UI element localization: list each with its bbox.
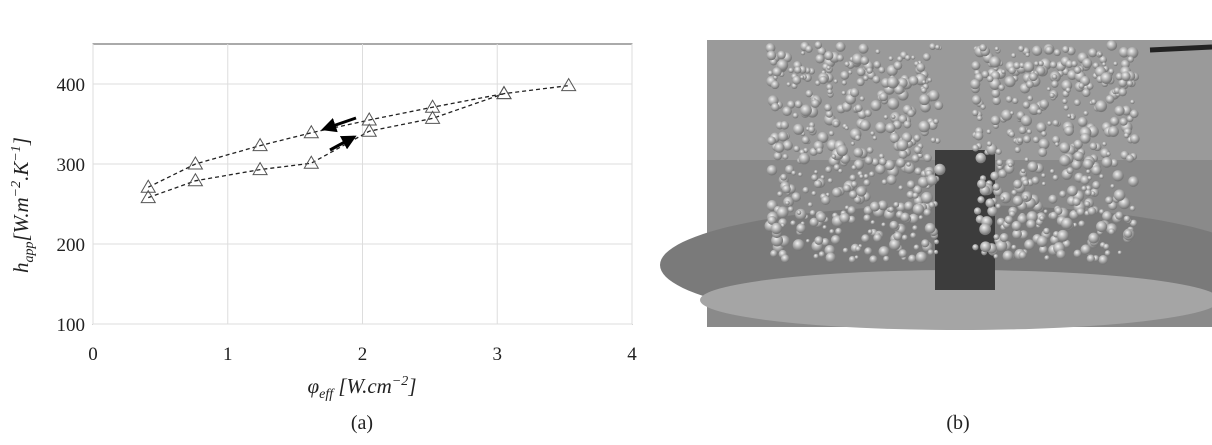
marker	[424, 110, 441, 124]
label-part: −1	[9, 145, 24, 161]
label-part: app	[22, 242, 37, 263]
x-tick-label: 3	[493, 344, 503, 365]
marker	[361, 123, 378, 137]
caption: (b)	[946, 412, 969, 434]
label-part: ]	[407, 374, 416, 398]
x-axis-label: φeff [W.cm−2]	[308, 374, 417, 402]
marker	[187, 172, 204, 187]
x-tick-label: 2	[358, 344, 368, 365]
label-part: eff	[319, 387, 335, 402]
marker	[303, 124, 320, 139]
line	[147, 92, 505, 188]
label-part: [W.m	[9, 197, 33, 241]
marker	[496, 85, 512, 100]
label-part: [W.cm	[333, 374, 392, 398]
arrow	[329, 135, 357, 152]
y-tick-label: 400	[57, 75, 86, 96]
label-part: ]	[9, 137, 33, 146]
y-tick-label: 300	[57, 155, 86, 176]
label-part: .K	[9, 161, 33, 181]
marker	[361, 112, 378, 126]
marker	[560, 77, 577, 92]
marker	[252, 161, 268, 176]
y-tick-label: 200	[57, 235, 86, 256]
label-part: φ	[308, 374, 320, 398]
x-tick-label: 4	[627, 344, 637, 365]
arrow	[321, 116, 357, 133]
label-part: −2	[9, 181, 24, 197]
y-tick-label: 100	[57, 315, 86, 336]
caption: (a)	[351, 412, 373, 434]
marker	[140, 189, 157, 204]
marker	[303, 155, 320, 169]
marker	[252, 137, 268, 152]
y-axis-label: happ[W.m−2.K−1]	[9, 137, 37, 273]
photo	[660, 40, 1212, 330]
label-part: h	[9, 263, 33, 274]
marker	[187, 156, 204, 170]
x-tick-label: 0	[88, 344, 98, 365]
marker	[140, 179, 157, 193]
label-part: −2	[392, 374, 408, 389]
x-tick-label: 1	[223, 344, 233, 365]
marker	[424, 99, 441, 113]
